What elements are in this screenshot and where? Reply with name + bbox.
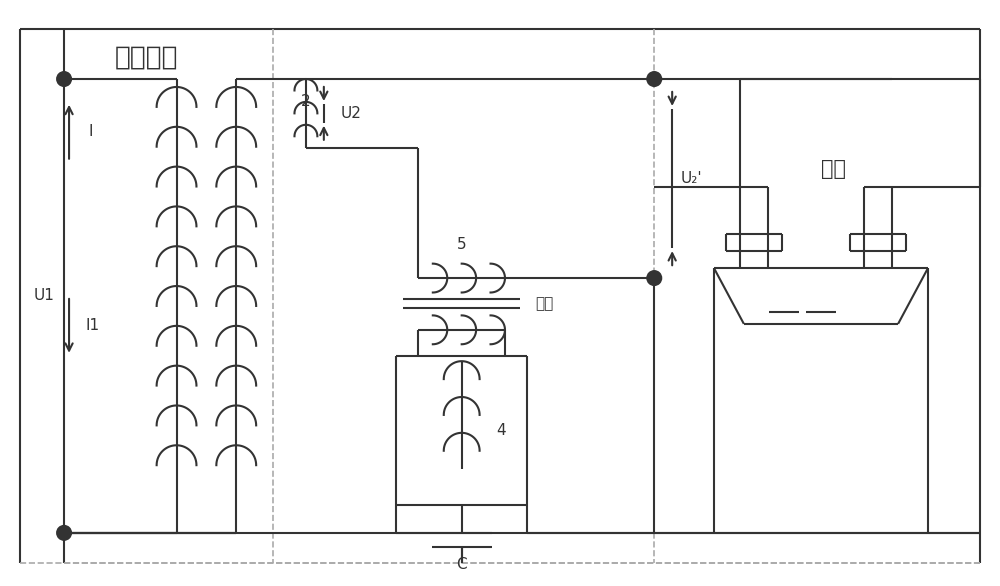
Text: 5: 5 <box>457 237 466 252</box>
Text: I: I <box>89 124 93 139</box>
Text: C: C <box>456 557 467 572</box>
Circle shape <box>647 271 661 285</box>
Text: 2: 2 <box>301 94 311 109</box>
Text: U2: U2 <box>341 106 362 121</box>
Text: U1: U1 <box>34 288 55 304</box>
Circle shape <box>647 72 661 86</box>
Circle shape <box>57 526 71 540</box>
Text: 电炉: 电炉 <box>821 159 846 179</box>
Circle shape <box>57 72 71 86</box>
Text: 4: 4 <box>497 423 506 438</box>
Text: 补变: 补变 <box>535 297 553 311</box>
Text: 主变压器: 主变压器 <box>115 44 178 70</box>
Text: I1: I1 <box>86 318 100 333</box>
Text: U₂': U₂' <box>680 171 702 186</box>
